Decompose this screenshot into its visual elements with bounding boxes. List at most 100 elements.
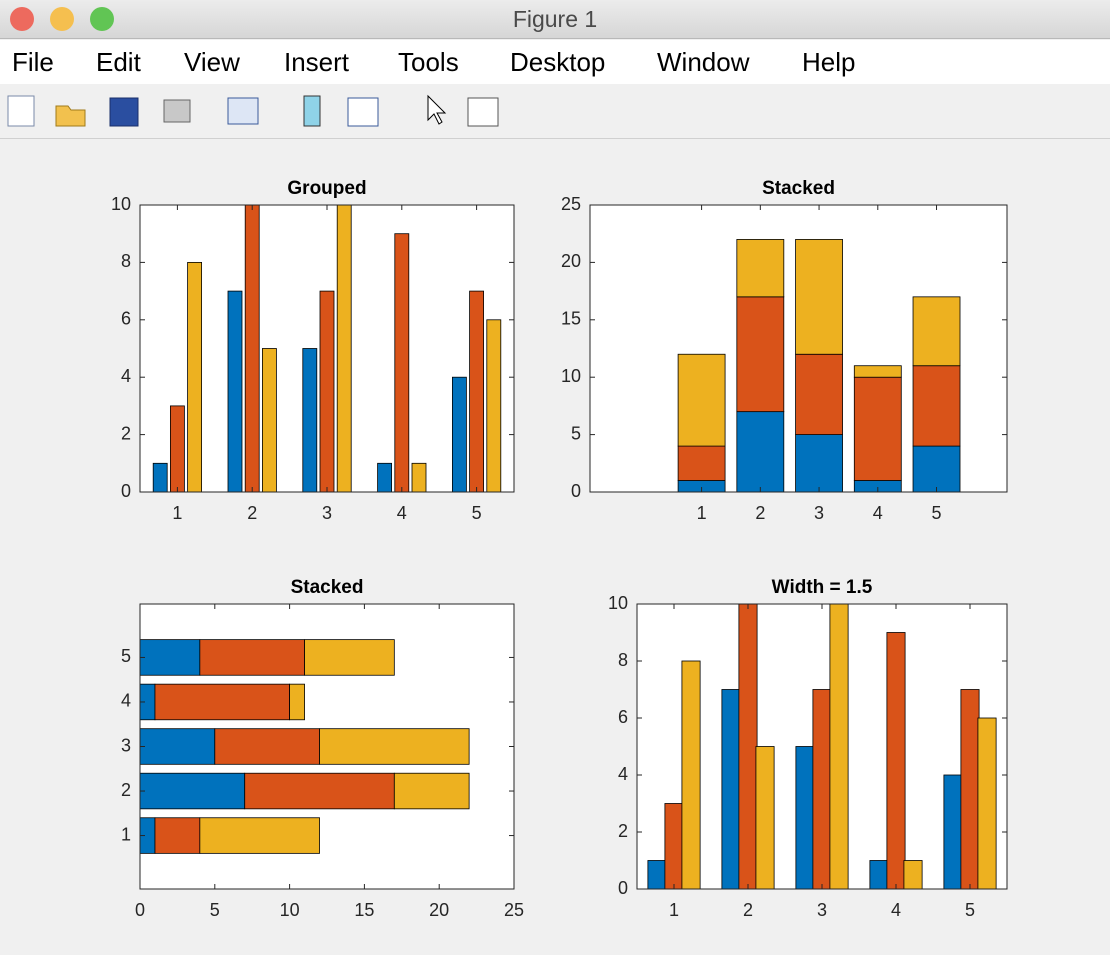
- bar: [977, 717, 997, 889]
- bar: [795, 239, 843, 355]
- bar: [154, 817, 201, 854]
- open-icon[interactable]: [55, 105, 86, 127]
- bar: [869, 860, 889, 889]
- bar: [943, 774, 963, 889]
- y-tick-label: 25: [561, 194, 581, 214]
- x-tick-label: 1: [669, 900, 679, 920]
- y-tick-label: 10: [608, 593, 628, 613]
- bar: [853, 480, 902, 492]
- menu-item[interactable]: Desktop: [510, 47, 606, 77]
- x-tick-label: 25: [504, 900, 524, 920]
- menu-item[interactable]: Insert: [284, 47, 350, 77]
- menu-item[interactable]: Window: [657, 47, 750, 77]
- bar: [244, 205, 260, 492]
- y-tick-label: 2: [121, 423, 131, 443]
- menu-bar: File Edit View Insert Tools Desktop Window Help: [0, 40, 1110, 84]
- y-tick-label: 8: [121, 251, 131, 271]
- x-tick-label: 1: [172, 503, 182, 523]
- bar: [199, 639, 305, 676]
- axes-box: [636, 603, 1008, 890]
- x-tick-label: 0: [135, 900, 145, 920]
- property-icon[interactable]: [467, 97, 499, 127]
- print-icon[interactable]: [163, 99, 191, 123]
- bar: [736, 411, 785, 492]
- x-tick-label: 15: [354, 900, 374, 920]
- menu-item[interactable]: Edit: [96, 47, 141, 77]
- bar: [199, 817, 320, 854]
- y-tick-label: 0: [571, 481, 581, 501]
- bar: [677, 445, 726, 481]
- minimize-button[interactable]: [50, 7, 74, 31]
- link-icon[interactable]: [227, 97, 259, 125]
- x-tick-label: 4: [397, 503, 407, 523]
- pointer-icon[interactable]: [427, 94, 447, 125]
- bar: [169, 405, 185, 492]
- plot-area: [152, 205, 502, 492]
- colorbar-icon[interactable]: [303, 95, 321, 127]
- y-tick-label: 5: [121, 646, 131, 666]
- close-button[interactable]: [10, 7, 34, 31]
- menu-item[interactable]: View: [184, 47, 240, 77]
- bar: [227, 290, 243, 492]
- chart-title: Stacked: [291, 577, 364, 598]
- bar: [451, 376, 467, 492]
- x-tick-label: 5: [210, 900, 220, 920]
- bar: [304, 639, 395, 676]
- bar: [140, 772, 246, 810]
- bar: [647, 860, 667, 889]
- bar: [411, 462, 427, 492]
- y-tick-label: 10: [111, 194, 131, 214]
- menu-item[interactable]: Help: [802, 47, 856, 77]
- axes-box: [589, 204, 1008, 493]
- y-tick-label: 3: [121, 735, 131, 755]
- bar: [187, 261, 203, 492]
- bar: [886, 632, 906, 889]
- x-tick-label: 5: [932, 503, 942, 523]
- title-bar: Figure 1: [0, 0, 1110, 39]
- bar: [903, 860, 923, 889]
- bar: [736, 239, 785, 298]
- x-tick-label: 20: [429, 900, 449, 920]
- x-tick-label: 5: [965, 900, 975, 920]
- bar: [319, 290, 335, 492]
- x-tick-label: 5: [472, 503, 482, 523]
- bar: [336, 205, 352, 492]
- y-tick-label: 0: [121, 481, 131, 501]
- bar: [755, 746, 775, 889]
- bar: [140, 728, 216, 765]
- bar: [738, 604, 758, 889]
- bar: [912, 365, 961, 447]
- bar: [721, 689, 741, 889]
- bar: [244, 772, 395, 810]
- x-tick-label: 4: [891, 900, 901, 920]
- x-tick-label: 2: [755, 503, 765, 523]
- x-tick-label: 3: [817, 900, 827, 920]
- toolbar: [0, 86, 1110, 139]
- save-icon[interactable]: [109, 97, 139, 127]
- y-tick-label: 10: [561, 366, 581, 386]
- menu-item[interactable]: File: [12, 47, 54, 77]
- bar: [154, 683, 291, 721]
- new-icon[interactable]: [7, 95, 35, 127]
- bar: [302, 348, 318, 492]
- bar: [140, 683, 156, 721]
- y-tick-label: 1: [121, 824, 131, 844]
- legend-icon[interactable]: [347, 97, 379, 127]
- axes-background: [140, 604, 514, 889]
- bar: [795, 434, 843, 492]
- bar: [853, 376, 902, 481]
- plot-area: [140, 639, 470, 854]
- bar: [214, 728, 320, 765]
- menu-item[interactable]: Tools: [398, 47, 459, 77]
- axes-background: [637, 604, 1007, 889]
- bar: [812, 689, 832, 889]
- x-tick-label: 3: [814, 503, 824, 523]
- y-tick-label: 4: [121, 366, 131, 386]
- x-tick-label: 4: [873, 503, 883, 523]
- y-tick-label: 8: [618, 650, 628, 670]
- axes-box: [139, 204, 515, 493]
- bar: [140, 639, 201, 676]
- zoom-button[interactable]: [90, 7, 114, 31]
- x-tick-label: 3: [322, 503, 332, 523]
